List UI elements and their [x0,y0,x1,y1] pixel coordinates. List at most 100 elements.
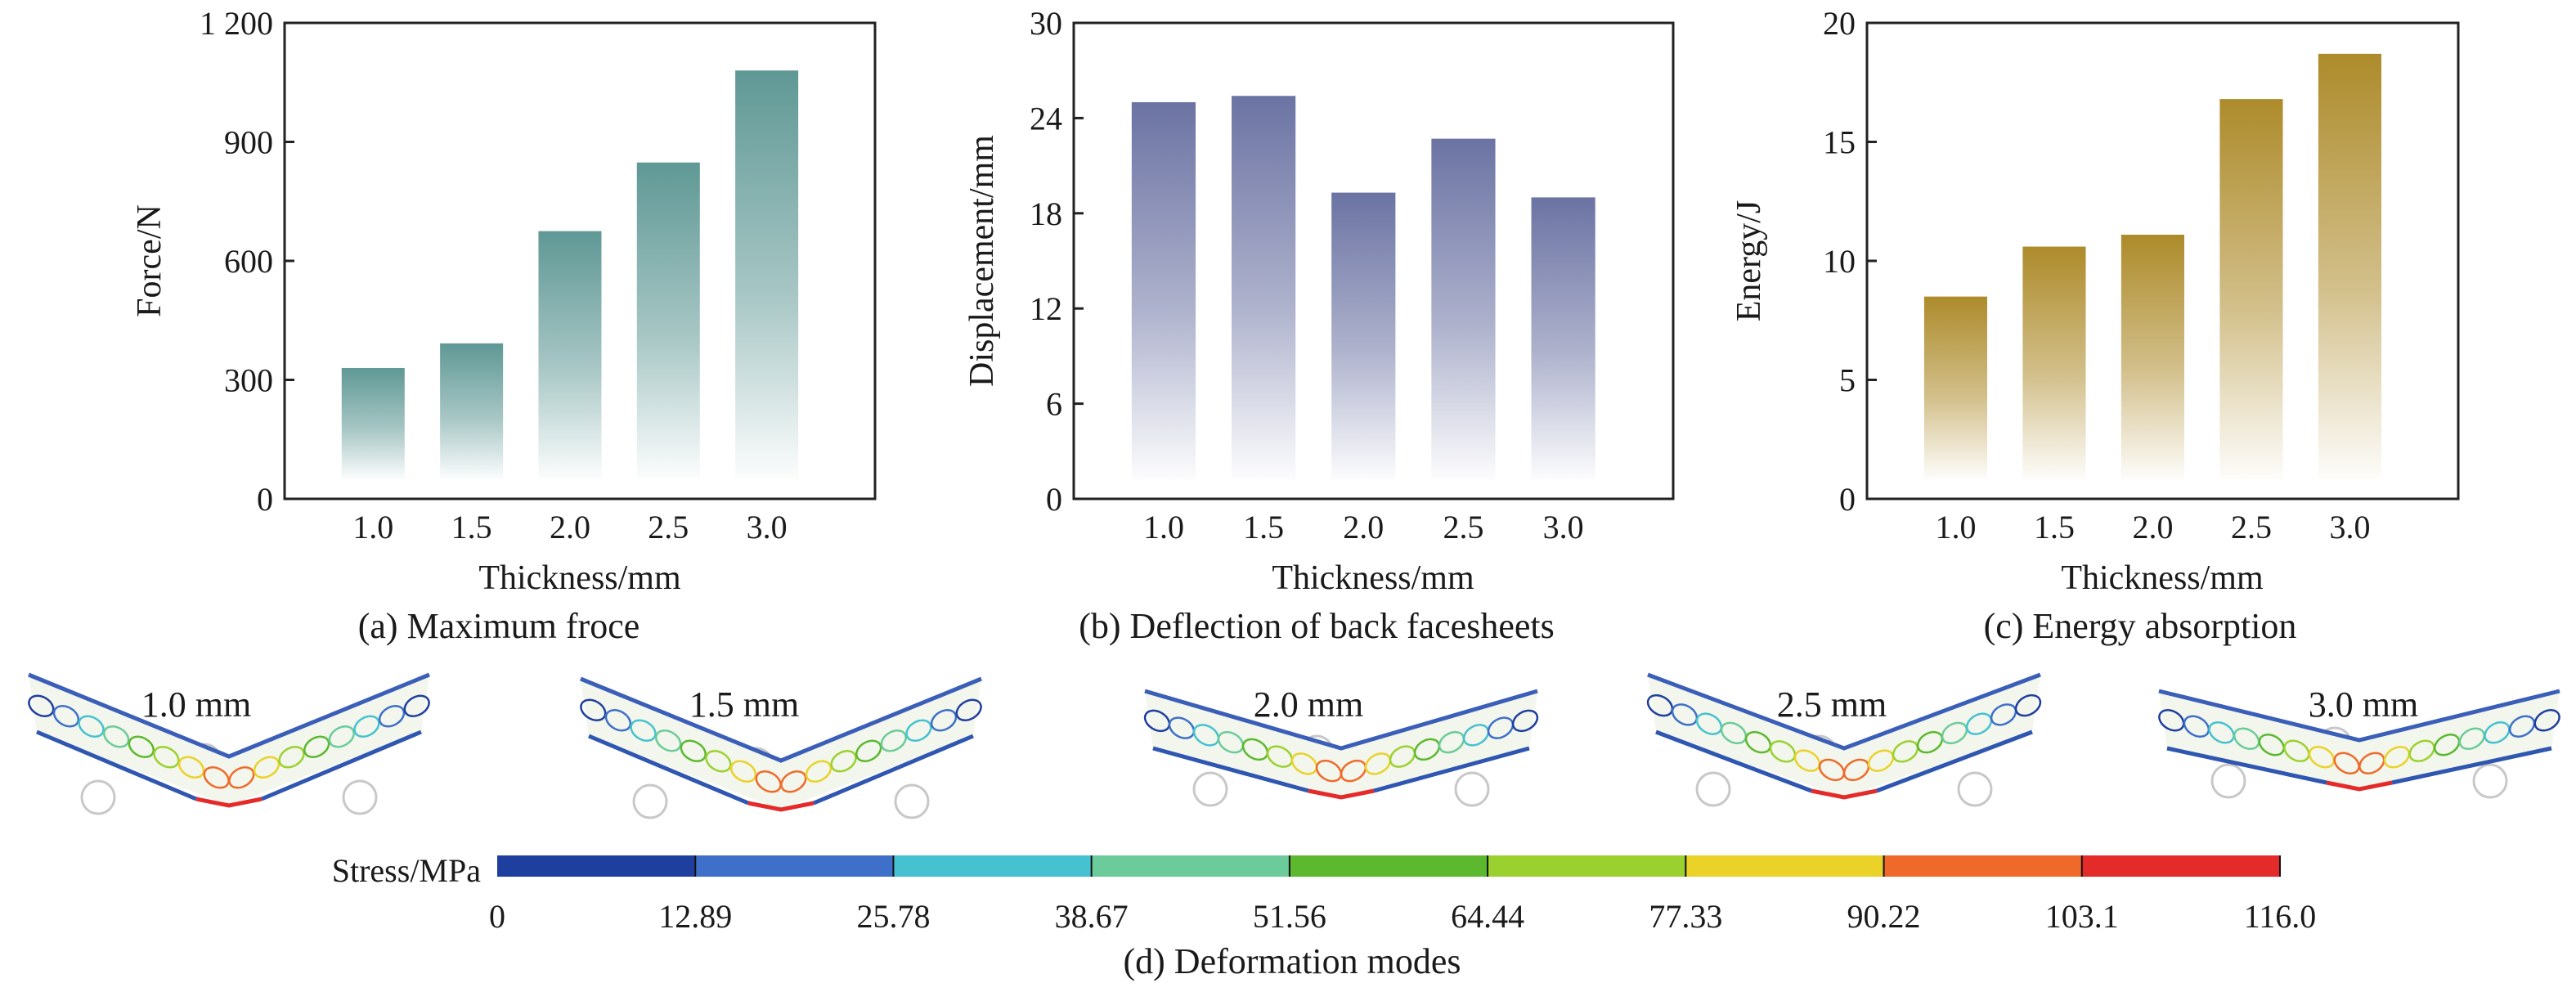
lattice-cell [1413,738,1441,761]
y-tick-label: 30 [1030,5,1062,42]
back-facesheet-center [1811,788,1878,800]
core-band [1145,691,1537,797]
colorbar-segment [1091,855,1290,877]
back-facesheet-left [588,734,749,806]
lattice-cell [403,694,430,717]
lattice-cell [2408,739,2435,762]
lattice-cell [78,715,105,738]
y-tick-label: 10 [1823,243,1856,280]
x-tick-label: 1.5 [2034,509,2075,545]
colorbar-tick-label: 25.78 [856,898,930,935]
lattice-cell [755,770,782,793]
colorbar-segment [695,855,894,877]
colorbar-segment [2081,855,2280,877]
lattice-cell [253,756,280,779]
colorbar-segment [497,855,696,877]
lattice-cell [905,719,932,742]
roller [80,779,116,815]
x-axis-label-a: Thickness/mm [478,559,681,597]
x-tick-label: 2.5 [648,509,689,545]
lattice-cell [2014,694,2042,717]
x-axis-label-c: Thickness/mm [2061,559,2264,597]
back-facesheet-left [1655,729,1812,793]
bar-a-1.0 [341,367,405,479]
caption-d: (d) Deformation modes [1124,941,1461,981]
lattice-cell [353,715,380,738]
front-facesheet [580,676,982,763]
y-tick-label: 900 [224,124,273,161]
lattice-cell [278,746,305,769]
bar-c-2.5 [2219,99,2283,480]
bar-b-2.5 [1431,138,1496,479]
lattice-cell [2283,739,2310,762]
x-ticks-b: 1.0 1.5 2.0 2.5 3.0 [1143,509,1584,545]
bar-a-2.0 [538,231,602,479]
colorbar-tick-label: 0 [489,898,505,935]
y-tick-label: 24 [1030,100,1062,137]
bar-a-3.0 [735,70,799,479]
lattice-cell [930,709,958,732]
colorbar-segment [1883,855,2082,877]
y-tick-label: 1 200 [200,5,273,42]
x-tick-label: 2.5 [2231,509,2272,545]
lattice-cell [729,760,757,783]
lattice-cell [28,694,55,717]
lattice-cell [52,705,80,728]
x-tick-label: 3.0 [2329,509,2370,545]
back-facesheet-right [1876,729,2033,793]
lattice-cell [103,725,130,748]
y-ticks-c: 0 5 10 15 20 [1823,5,1877,518]
x-tick-label: 2.0 [1343,509,1384,545]
lattice-cell [2233,727,2260,750]
x-tick-label: 3.0 [747,509,788,545]
lattice-cell [203,766,230,789]
lattice-cell [128,735,155,758]
lattice-cell [2358,752,2385,774]
lattice-cell [153,746,180,769]
lattice-cell [2183,715,2210,738]
roller [894,783,930,819]
y-tick-label: 15 [1823,124,1856,161]
back-facesheet-right [813,734,974,806]
bar-c-1.0 [1923,296,1988,479]
colorbar-tick-label: 90.22 [1847,898,1921,935]
colorbar-tick-label: 12.89 [658,898,732,935]
colorbar-tick-label: 38.67 [1055,898,1129,935]
roller [632,783,668,819]
lattice-cell [855,739,882,762]
y-axis-label-a: Force/N [131,204,168,317]
lattice-cell [1168,716,1196,739]
caption-c: (c) Energy absorption [1984,606,2297,646]
x-tick-label: 2.5 [1443,509,1483,545]
x-ticks-a: 1.0 1.5 2.0 2.5 3.0 [352,509,787,545]
lattice-cell [1241,738,1269,761]
lattice-cell [2458,727,2485,750]
lattice-cell [1389,745,1416,768]
deformation-mode-1 [28,672,430,815]
lattice-cell [655,729,682,752]
lattice-cell [830,750,857,773]
deformation-mode-4 [1646,672,2042,807]
lattice-cell [2333,752,2360,774]
lattice-cell [1438,730,1465,754]
y-tick-label: 12 [1030,290,1062,327]
x-tick-label: 1.5 [1243,509,1284,545]
y-tick-label: 300 [224,362,273,399]
front-facesheet [28,672,430,759]
thickness-label-5: 3.0 mm [2309,685,2418,725]
deformation-shapes [28,672,2560,819]
roller [2472,763,2508,799]
lattice-cell [680,739,707,762]
back-facesheet-left [1152,746,1309,793]
x-tick-label: 1.0 [1143,509,1184,545]
plot-frame-b [1072,21,1675,500]
panel-b: 0 6 12 18 24 30 1.0 1.5 2.0 2.5 3.0 Displacement/… [963,5,1675,646]
lattice-cell [2258,734,2285,756]
front-facesheet [1647,672,2041,751]
thickness-label-2: 1.5 mm [689,685,799,725]
stress-colorbar [497,855,2280,877]
lattice-cell [880,729,907,752]
bar-c-3.0 [2318,53,2382,479]
